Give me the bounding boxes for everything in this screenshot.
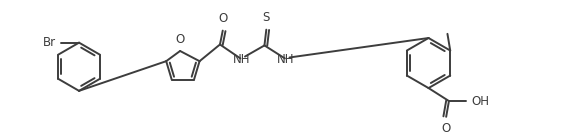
- Text: NH: NH: [233, 53, 250, 66]
- Text: OH: OH: [471, 95, 489, 108]
- Text: Br: Br: [43, 36, 56, 49]
- Text: O: O: [441, 122, 451, 135]
- Text: O: O: [218, 12, 228, 25]
- Text: S: S: [263, 11, 270, 24]
- Text: O: O: [175, 33, 185, 46]
- Text: NH: NH: [277, 53, 294, 66]
